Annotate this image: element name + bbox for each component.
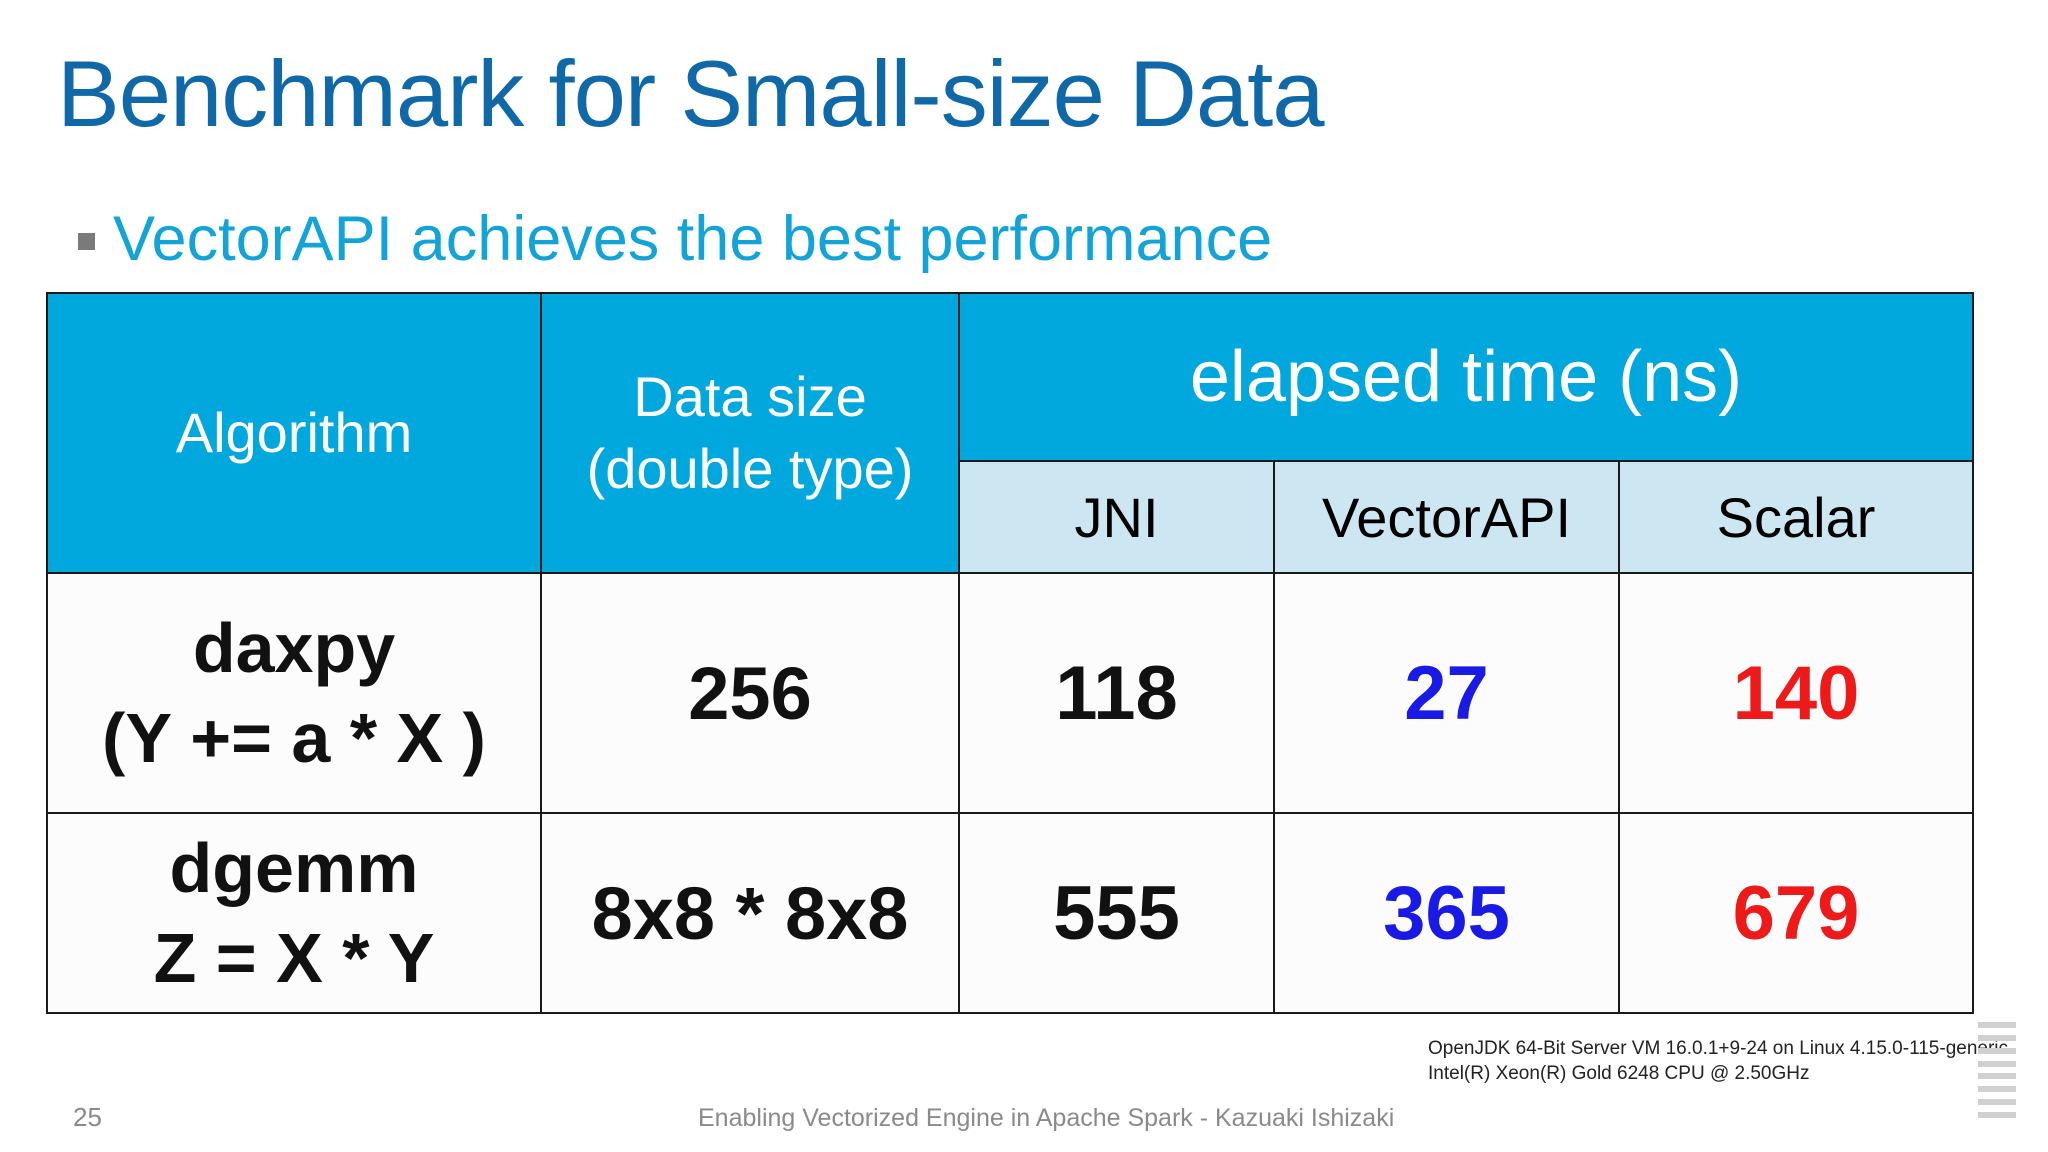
page-number: 25	[73, 1102, 102, 1132]
data-size-cell: 8x8 * 8x8	[540, 812, 960, 1014]
header-data-size-line2: (double type)	[586, 437, 914, 500]
header-data-size-line1: Data size	[633, 365, 867, 428]
algorithm-cell: dgemm Z = X * Y	[46, 812, 542, 1014]
jni-time-cell: 118	[958, 572, 1275, 814]
header-elapsed-time: elapsed time (ns)	[957, 292, 1975, 462]
algorithm-name: daxpy	[192, 609, 396, 687]
benchmark-table: Algorithm Data size (double type) elapse…	[46, 292, 1975, 1014]
footer-text: Enabling Vectorized Engine in Apache Spa…	[698, 1104, 1395, 1132]
algorithm-cell: daxpy (Y += a * X )	[46, 572, 542, 814]
vectorapi-time-cell: 365	[1273, 812, 1620, 1014]
ibm-logo-icon	[1978, 1022, 2016, 1118]
header-jni: JNI	[958, 460, 1275, 574]
bullet-text: VectorAPI achieves the best performance	[113, 204, 1273, 274]
algorithm-name: dgemm	[169, 829, 419, 907]
table-row: dgemm Z = X * Y 8x8 * 8x8 555 365 679	[46, 812, 1975, 1014]
scalar-time-cell: 679	[1617, 812, 1975, 1014]
environment-cpu: Intel(R) Xeon(R) Gold 6248 CPU @ 2.50GHz	[1428, 1063, 1810, 1084]
vectorapi-time-cell: 27	[1273, 572, 1620, 814]
header-vectorapi: VectorAPI	[1273, 460, 1620, 574]
table-row: daxpy (Y += a * X ) 256 118 27 140	[46, 572, 1975, 814]
square-bullet-icon	[78, 232, 95, 250]
scalar-time-cell: 140	[1617, 572, 1975, 814]
algorithm-formula: (Y += a * X )	[102, 699, 486, 777]
environment-note: OpenJDK 64-Bit Server VM 16.0.1+9-24 on …	[1428, 1036, 2008, 1086]
header-data-size: Data size (double type)	[540, 292, 960, 574]
algorithm-formula: Z = X * Y	[153, 919, 435, 997]
environment-jvm: OpenJDK 64-Bit Server VM 16.0.1+9-24 on …	[1428, 1038, 2009, 1059]
slide-title: Benchmark for Small-size Data	[57, 41, 1325, 146]
header-algorithm: Algorithm	[46, 292, 542, 574]
bullet-point: VectorAPI achieves the best performance	[78, 204, 1272, 274]
jni-time-cell: 555	[958, 812, 1275, 1014]
header-scalar: Scalar	[1617, 460, 1975, 574]
data-size-cell: 256	[540, 572, 960, 814]
